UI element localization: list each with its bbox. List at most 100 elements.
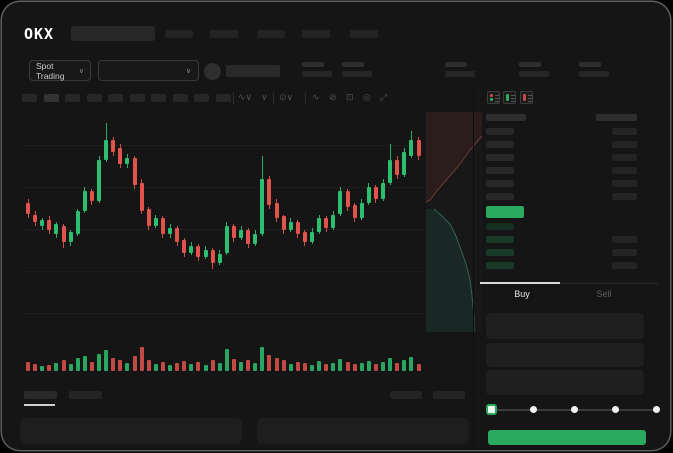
candle-body [281,216,286,231]
orderbook-ask-row[interactable] [480,128,658,137]
slider-stop[interactable] [571,406,578,413]
toolbar-divider [233,92,234,104]
timeframe-pill[interactable] [151,94,166,102]
chart-style-icon[interactable]: ∨ [261,92,268,102]
indicator-icon[interactable]: ∿ [312,92,320,102]
ask-price-bar [486,167,514,174]
volume-bar [118,360,123,371]
last-price-badge[interactable] [486,206,524,218]
candle-body [210,249,215,264]
snapshot-icon[interactable]: ⊡ [346,92,354,102]
volume-bar [239,362,243,371]
timeframe-pill[interactable] [194,94,209,102]
volume-bar [416,364,421,371]
depth-asks-line [426,135,482,203]
ask-amount-bar [612,167,637,174]
nav-item[interactable] [210,30,238,38]
toolbar-divider [273,92,274,104]
timeframe-pill[interactable] [44,94,59,102]
bottom-action-pill[interactable] [433,391,465,399]
order-form-field[interactable] [486,370,644,395]
ask-amount-bar [612,128,637,135]
book-asks-view-icon[interactable] [520,91,533,104]
volume-bar [47,365,52,371]
volume-bar [68,364,73,371]
bottom-tab[interactable] [69,391,102,399]
search-input[interactable] [71,26,155,41]
settings-icon[interactable]: ◎ [363,92,371,102]
orderbook-bid-row[interactable] [480,223,658,232]
timeframe-pill[interactable] [216,94,231,102]
nav-item[interactable] [257,30,285,38]
candle-body [54,224,59,234]
slider-stop[interactable] [612,406,619,413]
volume-bar [75,358,80,371]
candle-body [203,249,208,258]
volume-bar [338,359,343,371]
timeframe-pill[interactable] [130,94,145,102]
order-form-field[interactable] [486,313,644,339]
volume-bar [231,359,236,371]
slider-stop[interactable] [530,406,537,413]
tab-buy[interactable]: Buy [514,289,530,299]
chart-type-icon[interactable]: ∿∨ [238,92,253,102]
fullscreen-icon[interactable]: ⤢ [380,92,388,102]
volume-bar [409,357,414,371]
candle-body [182,239,187,254]
book-split-view-icon[interactable] [487,91,500,104]
candle-body [175,228,180,242]
volume-bar [288,364,293,371]
volume-bar [402,360,407,371]
candle-body [324,218,329,229]
orderbook-bid-row[interactable] [480,236,658,245]
draw-icon[interactable]: ⊘ [329,92,337,102]
candle-body [295,222,300,234]
volume-bar [224,349,229,371]
okx-logo[interactable]: OKX [24,25,55,43]
timeframe-pill[interactable] [65,94,80,102]
candle-body [111,140,116,153]
submit-order-button[interactable] [488,430,646,445]
slider-handle[interactable] [486,404,497,415]
candle-body [366,187,371,203]
toolbar-divider [305,92,306,104]
market-type-dropdown[interactable]: Spot Trading ∨ [29,60,91,81]
bid-price-bar [486,249,514,256]
orderbook-bid-row[interactable] [480,249,658,258]
pair-dropdown[interactable]: ∨ [98,60,199,81]
ask-amount-bar [612,180,637,187]
bottom-action-pill[interactable] [390,391,422,399]
timeframe-pill[interactable] [108,94,123,102]
orderbook-ask-row[interactable] [480,167,658,176]
orderbook-bid-row[interactable] [480,262,658,271]
nav-item[interactable] [165,30,193,38]
candle-body [302,232,307,242]
nav-item[interactable] [302,30,330,38]
candle-body [40,220,45,227]
volume-bar [132,356,137,371]
interval-icon[interactable]: ⊙∨ [279,92,294,102]
order-form-field[interactable] [486,343,644,367]
tab-sell[interactable]: Sell [596,289,612,299]
pair-name-placeholder[interactable] [226,65,280,77]
nav-item[interactable] [350,30,378,38]
timeframe-pill[interactable] [173,94,188,102]
candle-body [89,191,94,201]
timeframe-pill[interactable] [22,94,37,102]
ticker-stat-label [579,62,601,67]
orderbook-ask-row[interactable] [480,154,658,163]
bottom-tab[interactable] [24,391,57,399]
timeframe-pill[interactable] [87,94,102,102]
orderbook-ask-row[interactable] [480,141,658,150]
slider-stop[interactable] [653,406,660,413]
volume-bar [331,363,336,371]
candle-body [132,157,137,186]
bid-amount-bar [612,262,637,269]
orderbook-ask-row[interactable] [480,193,658,202]
orderbook-ask-row[interactable] [480,180,658,189]
candle-body [26,202,30,215]
bid-amount-bar [612,236,637,243]
book-bids-view-icon[interactable] [503,91,516,104]
